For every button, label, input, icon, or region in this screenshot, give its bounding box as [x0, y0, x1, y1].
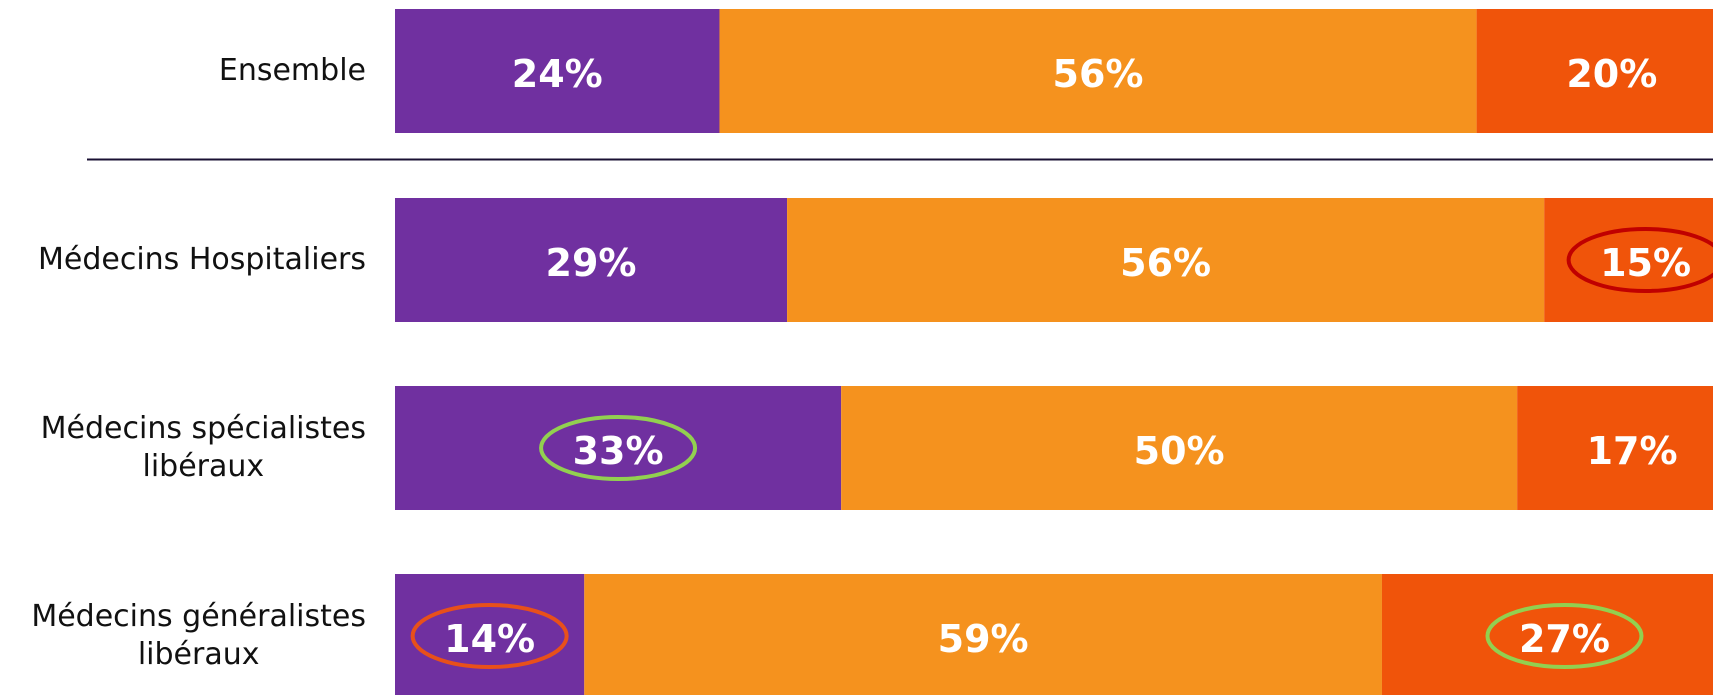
- bar-segment: [841, 386, 1518, 510]
- highlight-ellipse: [1566, 227, 1713, 293]
- value-label: 17%: [1587, 429, 1678, 473]
- bar-segment: [1476, 9, 1713, 133]
- highlight-ellipse: [1485, 603, 1644, 669]
- category-label: Médecins Hospitaliers: [37, 242, 366, 277]
- category-label: Médecins généralistes libéraux: [31, 599, 366, 672]
- value-label: 20%: [1566, 52, 1657, 96]
- bar-segment: [1381, 574, 1713, 695]
- highlight-ellipse: [539, 415, 698, 481]
- value-label: 56%: [1120, 241, 1211, 285]
- highlight-ellipse: [410, 603, 569, 669]
- category-label: Médecins spécialistes libéraux: [40, 411, 366, 484]
- value-label: 27%: [1519, 617, 1610, 661]
- value-label: 50%: [1134, 429, 1225, 473]
- value-label: 59%: [938, 617, 1029, 661]
- bar-segment: [395, 574, 585, 695]
- bar-segment: [1517, 386, 1713, 510]
- bar-segment: [719, 9, 1477, 133]
- value-label: 56%: [1053, 52, 1144, 96]
- value-label: 14%: [444, 617, 535, 661]
- value-label: 29%: [546, 241, 637, 285]
- category-label: Ensemble: [218, 53, 366, 88]
- bar-segment: [787, 198, 1545, 322]
- value-label: 15%: [1600, 241, 1691, 285]
- bar-segment: [395, 386, 842, 510]
- value-label: 24%: [512, 52, 603, 96]
- bar-segment: [395, 198, 788, 322]
- bar-segment: [395, 9, 720, 133]
- bar-segment: [1544, 198, 1713, 322]
- value-label: 33%: [573, 429, 664, 473]
- bar-segment: [584, 574, 1382, 695]
